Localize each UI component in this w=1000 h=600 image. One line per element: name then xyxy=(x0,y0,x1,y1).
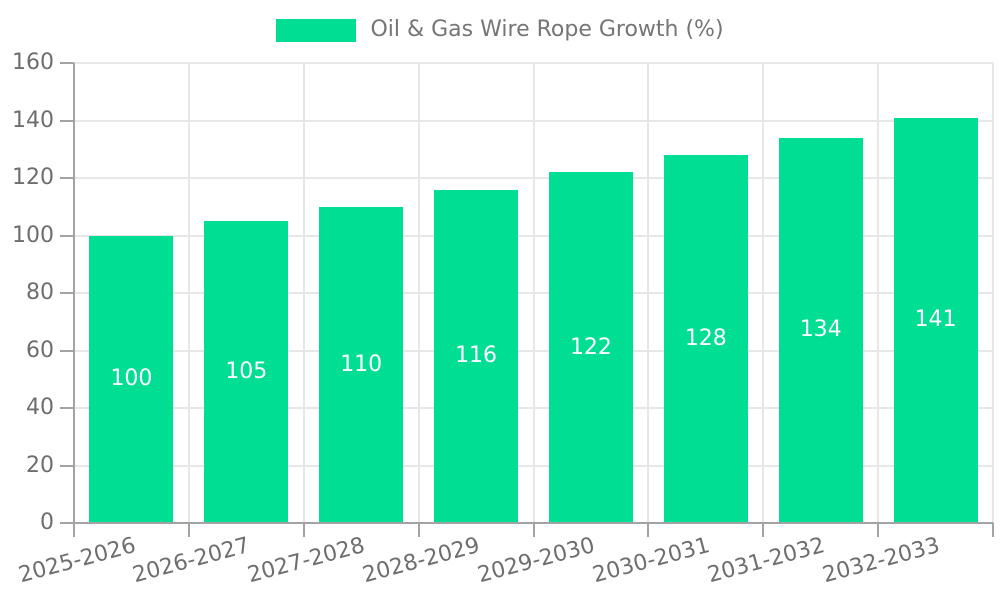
y-axis-tick xyxy=(60,292,74,294)
x-axis-tick xyxy=(532,523,535,537)
x-axis-tick xyxy=(992,523,994,537)
legend: Oil & Gas Wire Rope Growth (%) xyxy=(0,16,1000,44)
x-axis-line xyxy=(60,522,993,524)
bar-2025-2026[interactable]: 100 xyxy=(89,235,174,523)
x-tick-label: 2027-2028 xyxy=(245,533,368,589)
bar-2029-2030[interactable]: 122 xyxy=(548,172,633,523)
y-tick-label: 120 xyxy=(12,165,54,190)
y-tick-label: 80 xyxy=(26,280,54,305)
bar-2030-2031[interactable]: 128 xyxy=(663,155,748,523)
bar-2032-2033[interactable]: 141 xyxy=(893,117,978,523)
gridline-vertical xyxy=(187,63,190,523)
bar-value-label: 105 xyxy=(225,359,268,385)
x-tick-label: 2026-2027 xyxy=(130,533,253,589)
y-axis-tick xyxy=(60,177,74,179)
bar-2027-2028[interactable]: 110 xyxy=(319,206,404,523)
y-tick-label: 140 xyxy=(12,107,54,133)
bar-value-label: 128 xyxy=(684,326,727,351)
x-tick-label: 2025-2026 xyxy=(15,533,138,589)
y-tick-label: 160 xyxy=(12,50,54,75)
y-axis-tick xyxy=(60,464,74,467)
bar-2028-2029[interactable]: 116 xyxy=(434,189,519,523)
y-tick-label: 0 xyxy=(40,510,54,535)
legend-label: Oil & Gas Wire Rope Growth (%) xyxy=(370,17,724,42)
y-axis-tick xyxy=(60,234,74,237)
gridline-vertical xyxy=(877,63,880,523)
y-tick-label: 20 xyxy=(26,452,54,478)
y-axis-tick xyxy=(60,62,74,64)
bar-2026-2027[interactable]: 105 xyxy=(204,221,289,523)
gridline-vertical xyxy=(302,63,305,523)
bar-value-label: 141 xyxy=(914,307,957,333)
y-axis-tick xyxy=(60,407,74,409)
y-axis-line xyxy=(73,63,75,525)
y-axis-tick xyxy=(60,119,74,122)
bar-value-label: 110 xyxy=(340,351,383,377)
gridline-vertical xyxy=(532,63,535,523)
y-tick-label: 40 xyxy=(26,395,54,420)
gridline-vertical xyxy=(992,63,994,523)
bar-2031-2032[interactable]: 134 xyxy=(778,137,863,523)
x-axis-tick xyxy=(187,523,190,537)
x-tick-label: 2028-2029 xyxy=(360,533,483,589)
x-axis-tick xyxy=(762,523,765,537)
x-tick-label: 2030-2031 xyxy=(589,533,713,589)
legend-swatch-icon xyxy=(276,18,357,42)
y-tick-label: 100 xyxy=(12,222,54,248)
x-tick-label: 2032-2033 xyxy=(819,533,943,589)
y-axis-tick xyxy=(60,349,74,352)
bar-value-label: 122 xyxy=(569,334,612,360)
x-axis-tick xyxy=(877,523,880,537)
x-tick-label: 2031-2032 xyxy=(704,533,828,589)
x-axis-tick xyxy=(302,523,305,537)
x-axis-tick xyxy=(647,523,650,537)
y-tick-label: 60 xyxy=(26,337,54,363)
bar-value-label: 100 xyxy=(110,366,153,392)
gridline-vertical xyxy=(417,63,420,523)
bar-value-label: 134 xyxy=(799,317,842,343)
x-axis-tick xyxy=(417,523,420,537)
legend-item[interactable]: Oil & Gas Wire Rope Growth (%) xyxy=(276,16,724,44)
gridline-vertical xyxy=(762,63,765,523)
x-tick-label: 2029-2030 xyxy=(475,533,598,589)
bar-value-label: 116 xyxy=(455,343,498,369)
x-axis-tick xyxy=(73,523,75,537)
gridline-vertical xyxy=(647,63,650,523)
